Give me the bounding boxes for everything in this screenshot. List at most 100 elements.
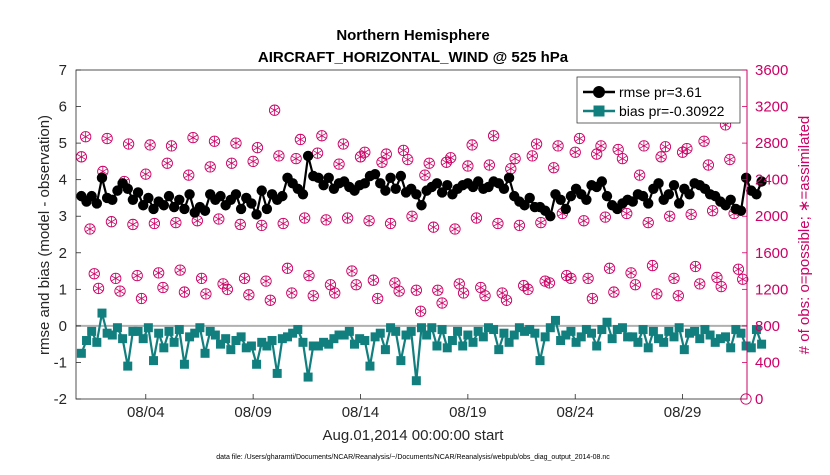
obs-assimilated-marker bbox=[136, 293, 147, 304]
rmse-point bbox=[663, 189, 675, 200]
bias-point bbox=[298, 337, 308, 347]
obs-assimilated-marker bbox=[540, 275, 550, 287]
y-tick-label: -1 bbox=[54, 354, 67, 371]
rmse-point bbox=[148, 203, 159, 215]
obs-assimilated-marker bbox=[85, 223, 95, 235]
obs-assimilated-marker bbox=[226, 158, 237, 169]
obs-assimilated-marker bbox=[634, 169, 645, 181]
bias-point bbox=[638, 325, 648, 335]
footnote: data file: /Users/gharamti/Documents/NCA… bbox=[216, 454, 610, 461]
rmse-point bbox=[756, 176, 767, 187]
obs-assimilated-marker bbox=[334, 158, 344, 170]
bias-point bbox=[602, 317, 612, 327]
obs-assimilated-marker bbox=[205, 161, 215, 173]
x-tick-label: 08/14 bbox=[342, 404, 380, 421]
rmse-point bbox=[163, 190, 175, 202]
obs-assimilated-marker bbox=[424, 158, 434, 169]
y-right-tick-label: 2400 bbox=[755, 172, 788, 189]
rmse-point bbox=[179, 203, 190, 215]
obs-assimilated-marker bbox=[385, 218, 396, 229]
bias-point bbox=[509, 330, 519, 340]
bias-point bbox=[329, 334, 339, 344]
y-tick-label: 7 bbox=[59, 62, 67, 79]
bias-point bbox=[587, 328, 597, 338]
bias-point bbox=[76, 348, 86, 358]
bias-point bbox=[143, 323, 153, 333]
obs-assimilated-marker bbox=[312, 147, 323, 159]
obs-assimilated-marker bbox=[484, 159, 495, 171]
obs-assimilated-marker bbox=[115, 285, 125, 297]
rmse-point bbox=[369, 168, 381, 180]
obs-assimilated-marker bbox=[390, 277, 400, 289]
obs-assimilated-marker bbox=[579, 215, 589, 226]
bias-point bbox=[123, 361, 133, 371]
bias-point bbox=[571, 337, 581, 347]
bias-point bbox=[561, 330, 571, 340]
rmse-point bbox=[684, 189, 695, 200]
obs-possible-marker bbox=[530, 138, 543, 150]
obs-assimilated-marker bbox=[338, 138, 349, 150]
obs-assimilated-marker bbox=[196, 273, 207, 284]
obs-assimilated-marker bbox=[76, 151, 87, 163]
bias-point bbox=[324, 339, 334, 349]
obs-assimilated-marker bbox=[712, 272, 722, 283]
bias-point bbox=[267, 336, 277, 346]
obs-assimilated-marker bbox=[699, 136, 709, 147]
bias-point bbox=[674, 323, 684, 333]
bias-point bbox=[664, 326, 674, 336]
obs-assimilated-marker bbox=[381, 148, 391, 160]
bias-point bbox=[159, 343, 169, 353]
x-tick-label: 08/19 bbox=[449, 404, 487, 421]
chart-title: Northern Hemisphere bbox=[336, 27, 489, 44]
obs-assimilated-marker bbox=[248, 156, 258, 167]
obs-assimilated-marker bbox=[274, 150, 284, 162]
bias-point bbox=[334, 330, 344, 340]
bias-point bbox=[349, 339, 359, 349]
obs-assimilated-marker bbox=[652, 288, 662, 300]
bias-point bbox=[411, 376, 421, 386]
rmse-point bbox=[503, 172, 515, 184]
rmse-point bbox=[411, 189, 422, 200]
obs-assimilated-marker bbox=[441, 157, 452, 168]
bias-point bbox=[442, 343, 452, 353]
bias-point bbox=[246, 341, 256, 351]
obs-assimilated-marker bbox=[695, 278, 705, 290]
bias-point bbox=[396, 356, 406, 366]
obs-assimilated-marker bbox=[239, 273, 250, 284]
bias-point bbox=[695, 334, 705, 344]
obs-assimilated-marker bbox=[420, 169, 430, 181]
bias-point bbox=[540, 332, 550, 342]
rmse-point bbox=[431, 178, 443, 189]
obs-assimilated-marker bbox=[733, 264, 744, 275]
obs-assimilated-marker bbox=[342, 212, 353, 224]
obs-assimilated-marker bbox=[510, 153, 520, 164]
obs-assimilated-marker bbox=[523, 284, 533, 295]
bias-point bbox=[654, 334, 664, 344]
obs-assimilated-marker bbox=[153, 267, 164, 279]
bias-point bbox=[736, 328, 746, 338]
rmse-point bbox=[318, 179, 329, 191]
legend-rmse-marker bbox=[593, 86, 605, 98]
bias-point bbox=[92, 337, 102, 347]
rmse-point bbox=[565, 190, 577, 202]
y-tick-label: 4 bbox=[59, 172, 67, 189]
obs-assimilated-marker bbox=[433, 285, 443, 296]
bias-point bbox=[190, 328, 200, 338]
obs-assimilated-marker bbox=[609, 286, 619, 298]
y-tick-label: 0 bbox=[59, 318, 67, 335]
bias-point bbox=[478, 332, 488, 342]
obs-assimilated-marker bbox=[407, 211, 417, 222]
rmse-point bbox=[297, 189, 309, 200]
bias-point bbox=[308, 341, 318, 351]
obs-assimilated-marker bbox=[506, 163, 516, 174]
bias-point bbox=[499, 328, 509, 338]
obs-assimilated-marker bbox=[325, 279, 336, 290]
rmse-point bbox=[168, 201, 180, 213]
bias-point bbox=[489, 325, 499, 335]
obs-assimilated-marker bbox=[544, 277, 555, 289]
bias-point bbox=[483, 323, 493, 333]
y-tick-label: 3 bbox=[59, 208, 67, 225]
rmse-point bbox=[581, 194, 592, 205]
